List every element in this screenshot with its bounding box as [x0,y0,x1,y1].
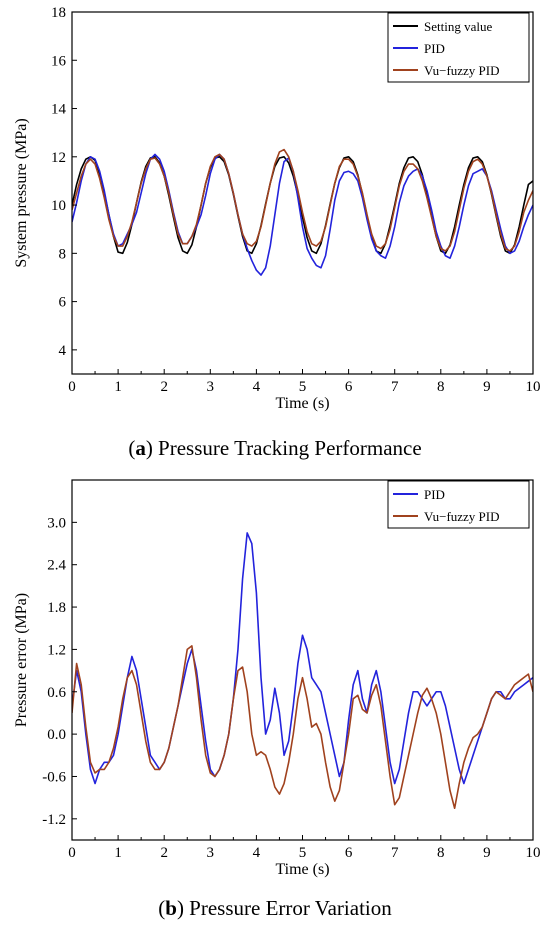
y-tick-label: -1.2 [42,812,66,828]
y-tick-label: 1.2 [47,642,66,658]
y-tick-label: 1.8 [47,600,66,616]
caption-open: ( [128,436,135,460]
x-tick-label: 10 [526,379,541,395]
y-tick-label: 16 [51,53,67,69]
x-axis-label: Time (s) [275,861,329,878]
plot-frame [71,479,534,841]
figure-caption: (b) Pressure Error Variation [158,896,392,920]
x-axis-label: Time (s) [275,395,329,412]
x-tick-label: 8 [437,379,445,395]
legend-box [387,480,530,529]
x-tick-label: 0 [68,379,76,395]
legend-label: PID [424,41,445,56]
caption-letter: b [165,896,177,920]
x-tick-label: 8 [437,845,445,861]
x-tick-label: 2 [160,845,168,861]
caption-text: ) Pressure Error Variation [177,896,392,920]
legend-label: Vu−fuzzy PID [424,509,500,524]
x-tick-label: 5 [299,845,307,861]
x-tick-label: 4 [253,379,261,395]
series-line-1 [72,645,533,810]
y-tick-label: 0.6 [47,685,66,701]
x-tick-label: 2 [160,379,168,395]
y-tick-label: 12 [51,150,66,166]
y-tick-label: 6 [59,295,67,311]
series-line-0 [72,532,533,785]
x-tick-label: 9 [483,379,491,395]
y-tick-label: 14 [51,102,67,118]
y-tick-label: 10 [51,198,66,214]
x-tick-label: 3 [207,845,215,861]
x-tick-label: 5 [299,379,307,395]
y-tick-label: 2.4 [47,558,66,574]
x-tick-label: 10 [526,845,541,861]
y-tick-label: -0.6 [42,769,66,785]
x-tick-label: 6 [345,845,353,861]
x-tick-label: 0 [68,845,76,861]
series-line-2 [72,148,533,252]
x-tick-label: 1 [114,379,122,395]
x-tick-label: 4 [253,845,261,861]
legend-label: Vu−fuzzy PID [424,63,500,78]
y-axis-label: Pressure error (MPa) [13,593,30,727]
caption-letter: a [135,436,146,460]
y-tick-label: 18 [51,5,66,21]
y-tick-label: 4 [59,343,67,359]
x-tick-label: 9 [483,845,491,861]
y-tick-label: 8 [59,246,67,262]
y-tick-label: 3.0 [47,515,66,531]
legend-label: PID [424,487,445,502]
x-tick-label: 1 [114,845,122,861]
legend-label: Setting value [424,19,492,34]
caption-open: ( [158,896,165,920]
x-tick-label: 3 [207,379,215,395]
legend: PID Vu−fuzzy PID [387,480,530,529]
figure-caption: (a) Pressure Tracking Performance [128,436,421,460]
y-axis-label: System pressure (MPa) [13,118,30,267]
chart-b: 0 1 2 3 4 5 6 7 8 9 10 -1.2 -0.6 0.0 0.6 1.2 1.8 2.4 3.0 Ti… [13,479,541,920]
x-tick-label: 6 [345,379,353,395]
x-tick-label: 7 [391,379,399,395]
x-tick-label: 7 [391,845,399,861]
caption-text: ) Pressure Tracking Performance [146,436,422,460]
legend: Setting value PID Vu−fuzzy PID [387,12,530,83]
y-tick-label: 0.0 [47,727,66,743]
